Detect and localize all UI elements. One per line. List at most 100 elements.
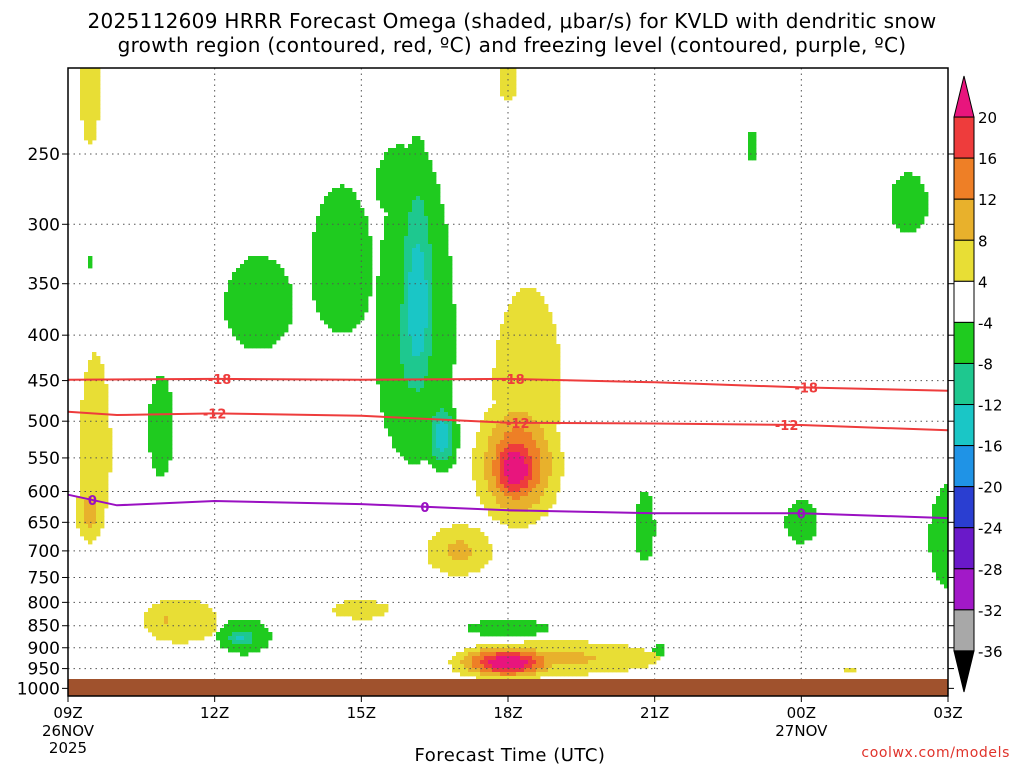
- omega-cell: [504, 492, 509, 497]
- omega-cell: [444, 556, 449, 561]
- omega-cell: [528, 464, 533, 469]
- omega-cell: [84, 532, 89, 537]
- omega-cell: [512, 656, 517, 661]
- omega-cell: [232, 320, 237, 325]
- omega-cell: [440, 216, 445, 221]
- omega-cell: [228, 316, 233, 321]
- omega-cell: [204, 632, 209, 637]
- omega-cell: [164, 468, 169, 473]
- omega-cell: [512, 352, 517, 357]
- omega-cell: [524, 308, 529, 313]
- omega-cell: [320, 212, 325, 217]
- omega-cell: [432, 388, 437, 393]
- omega-cell: [520, 476, 525, 481]
- omega-cell: [436, 304, 441, 309]
- omega-cell: [484, 656, 489, 661]
- omega-cell: [88, 464, 93, 469]
- omega-cell: [940, 508, 945, 513]
- omega-cell: [420, 400, 425, 405]
- omega-cell: [512, 336, 517, 341]
- omega-cell: [544, 364, 549, 369]
- omega-cell: [648, 524, 653, 529]
- omega-cell: [504, 328, 509, 333]
- omega-cell: [500, 456, 505, 461]
- omega-cell: [260, 292, 265, 297]
- omega-cell: [540, 364, 545, 369]
- omega-cell: [320, 232, 325, 237]
- omega-cell: [408, 292, 413, 297]
- omega-cell: [396, 272, 401, 277]
- omega-cell: [916, 188, 921, 193]
- omega-cell: [416, 316, 421, 321]
- omega-cell: [484, 488, 489, 493]
- omega-cell: [328, 316, 333, 321]
- omega-cell: [512, 476, 517, 481]
- omega-cell: [488, 436, 493, 441]
- omega-cell: [480, 672, 485, 677]
- omega-cell: [908, 220, 913, 225]
- omega-cell: [252, 344, 257, 349]
- omega-cell: [812, 528, 817, 533]
- omega-cell: [392, 204, 397, 209]
- omega-cell: [524, 324, 529, 329]
- omega-cell: [424, 412, 429, 417]
- omega-cell: [656, 648, 661, 653]
- omega-cell: [416, 212, 421, 217]
- omega-cell: [520, 292, 525, 297]
- omega-cell: [540, 468, 545, 473]
- omega-cell: [944, 548, 949, 553]
- omega-cell: [396, 288, 401, 293]
- omega-cell: [496, 656, 501, 661]
- omega-cell: [944, 568, 949, 573]
- omega-cell: [488, 412, 493, 417]
- omega-cell: [236, 276, 241, 281]
- omega-cell: [228, 624, 233, 629]
- omega-cell: [244, 308, 249, 313]
- omega-cell: [372, 612, 377, 617]
- omega-cell: [500, 452, 505, 457]
- omega-cell: [236, 272, 241, 277]
- omega-cell: [232, 292, 237, 297]
- omega-cell: [388, 212, 393, 217]
- omega-cell: [508, 76, 513, 81]
- omega-cell: [436, 272, 441, 277]
- omega-cell: [384, 232, 389, 237]
- omega-cell: [532, 320, 537, 325]
- omega-cell: [384, 256, 389, 261]
- omega-cell: [96, 364, 101, 369]
- omega-cell: [416, 164, 421, 169]
- omega-cell: [336, 268, 341, 273]
- omega-cell: [168, 416, 173, 421]
- omega-cell: [432, 328, 437, 333]
- omega-cell: [416, 204, 421, 209]
- omega-cell: [440, 260, 445, 265]
- omega-cell: [412, 140, 417, 145]
- omega-cell: [148, 440, 153, 445]
- omega-cell: [92, 536, 97, 541]
- omega-cell: [84, 444, 89, 449]
- omega-cell: [492, 396, 497, 401]
- omega-cell: [476, 536, 481, 541]
- omega-cell: [252, 328, 257, 333]
- omega-cell: [80, 452, 85, 457]
- omega-cell: [280, 332, 285, 337]
- omega-cell: [432, 276, 437, 281]
- omega-cell: [372, 608, 377, 613]
- omega-cell: [324, 252, 329, 257]
- omega-cell: [152, 604, 157, 609]
- omega-cell: [412, 404, 417, 409]
- omega-cell: [644, 540, 649, 545]
- omega-cell: [660, 652, 665, 657]
- omega-cell: [556, 404, 561, 409]
- omega-cell: [792, 516, 797, 521]
- omega-cell: [416, 424, 421, 429]
- omega-cell: [336, 296, 341, 301]
- omega-cell: [96, 464, 101, 469]
- omega-cell: [544, 412, 549, 417]
- omega-cell: [516, 360, 521, 365]
- omega-cell: [500, 480, 505, 485]
- omega-cell: [408, 296, 413, 301]
- omega-cell: [480, 540, 485, 545]
- omega-cell: [420, 140, 425, 145]
- omega-cell: [336, 220, 341, 225]
